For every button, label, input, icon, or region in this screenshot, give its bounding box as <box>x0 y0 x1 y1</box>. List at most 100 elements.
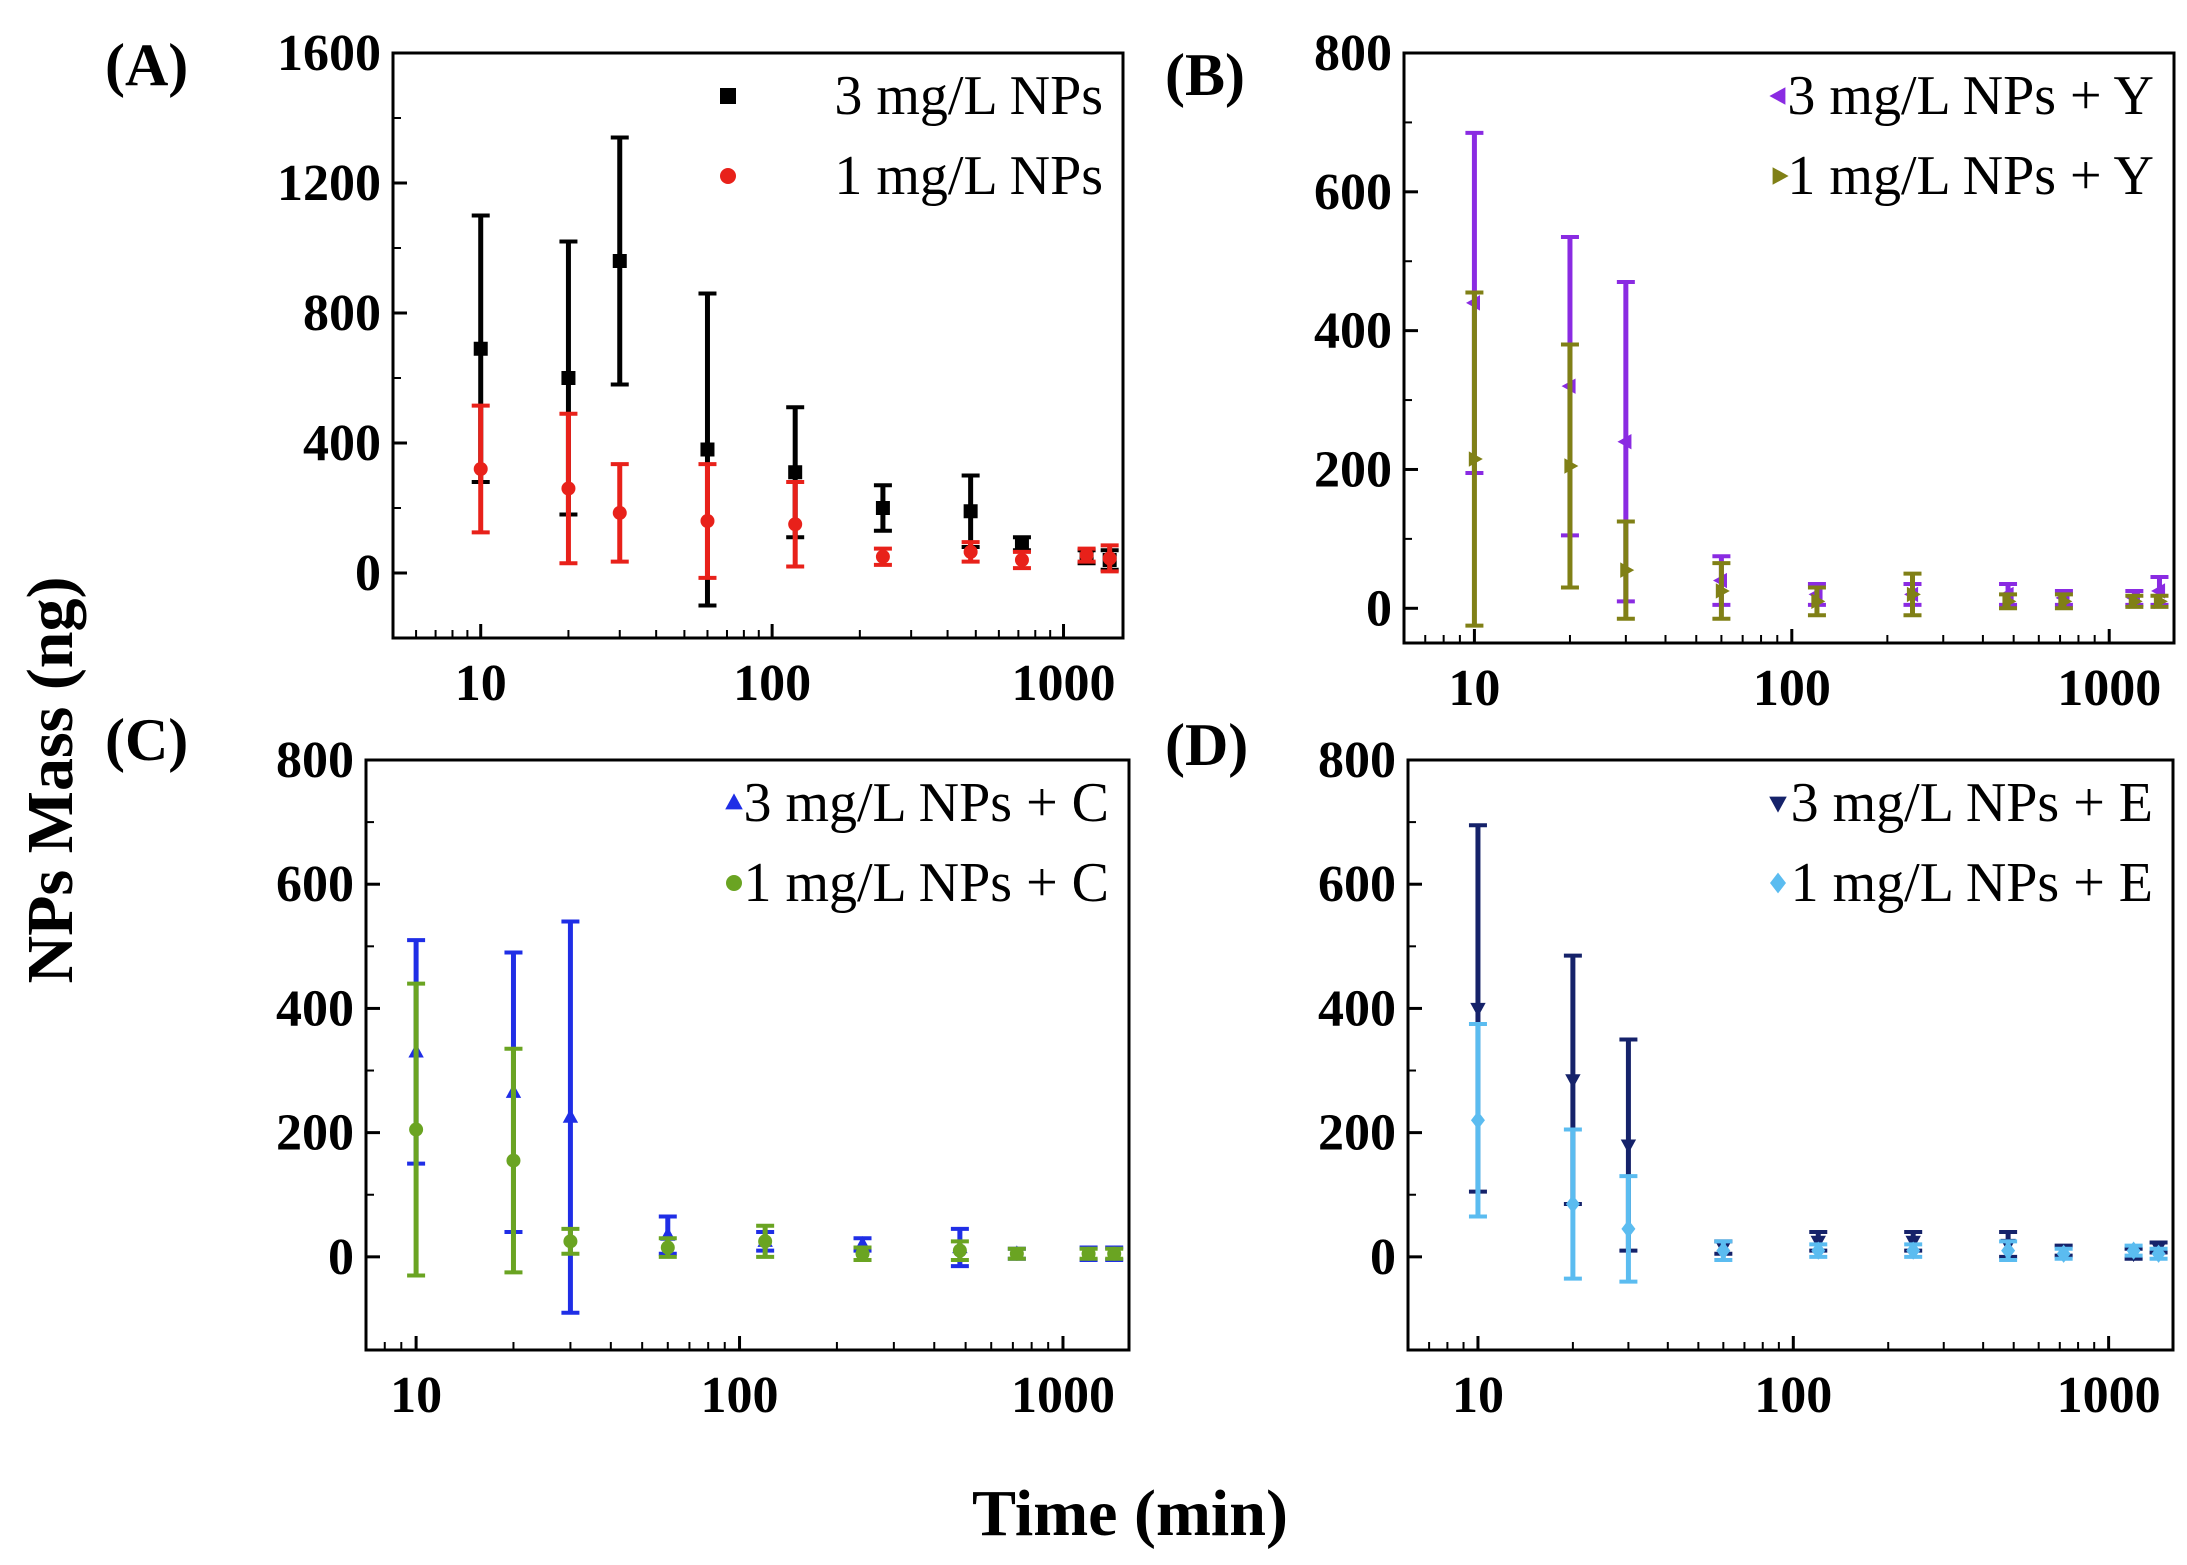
legend-marker <box>726 875 742 891</box>
data-point <box>1716 1241 1731 1260</box>
data-point <box>1811 593 1826 610</box>
data-point <box>1081 1246 1096 1261</box>
panel-c: (C) 0 200 400 600 800 10 100 1000 3 mg/L NPs + C 1… <box>105 707 1131 1424</box>
y-tick-label: 600 <box>276 856 354 913</box>
data-point <box>506 1153 521 1168</box>
legend-marker <box>1769 87 1786 105</box>
data-point <box>1565 1194 1580 1214</box>
series-c-2 <box>407 981 1124 1278</box>
panel-d: (D) 0 200 400 600 800 10 100 1000 3 mg/L NPs + E 1… <box>1165 712 2175 1424</box>
data-point <box>563 1234 578 1249</box>
panel-label-d: (D) <box>1165 712 1248 778</box>
y-tick-label: 800 <box>276 732 354 789</box>
legend-c: 3 mg/L NPs + C 1 mg/L NPs + C <box>725 772 1109 914</box>
x-tick-label: 10 <box>390 1367 442 1424</box>
legend-marker <box>1772 167 1789 185</box>
data-point <box>2001 1241 2016 1260</box>
legend-b: 3 mg/L NPs + Y 1 mg/L NPs + Y <box>1769 65 2154 207</box>
data-point <box>963 544 978 559</box>
panel-b: (B) 0 200 400 600 800 10 100 1000 3 mg/L NPs + Y 1… <box>1165 25 2176 717</box>
data-point <box>788 465 803 480</box>
y-tick-label: 0 <box>1370 1229 1396 1286</box>
data-point <box>1014 553 1029 567</box>
x-tick-label: 10 <box>455 655 507 712</box>
data-point <box>788 517 803 532</box>
legend-label: 1 mg/L NPs <box>834 145 1103 207</box>
legend-marker <box>725 793 743 810</box>
data-point <box>1107 1246 1122 1261</box>
data-point <box>2002 593 2017 610</box>
x-tick-label: 1000 <box>1012 655 1116 712</box>
series-d-2 <box>1468 1021 2168 1284</box>
legend-marker <box>720 168 736 184</box>
data-point <box>2151 1244 2166 1263</box>
data-point <box>612 505 627 520</box>
y-tick-label: 200 <box>1318 1105 1396 1162</box>
plot-frame-d <box>1406 758 2175 1352</box>
data-point <box>1079 548 1094 563</box>
y-tick-label: 0 <box>1366 580 1392 637</box>
data-point <box>1621 1219 1636 1238</box>
data-point <box>1470 1111 1485 1130</box>
data-point <box>875 549 890 564</box>
data-point <box>1620 1139 1637 1154</box>
plot-frame-c <box>364 758 1131 1352</box>
y-tick-label: 800 <box>1318 732 1396 789</box>
data-point <box>2126 1241 2141 1260</box>
x-tick-label: 100 <box>701 1367 779 1424</box>
y-tick-label: 400 <box>276 980 354 1037</box>
data-point <box>473 462 488 476</box>
data-point <box>1565 1074 1581 1089</box>
data-point <box>562 1108 579 1123</box>
x-tick-label: 100 <box>1754 1367 1832 1424</box>
data-point <box>1906 1241 1921 1260</box>
panel-label-a: (A) <box>105 32 188 98</box>
data-point <box>1906 586 1921 603</box>
legend-marker <box>1769 796 1787 813</box>
data-point <box>2128 593 2143 610</box>
x-tick-label: 1000 <box>2057 660 2161 717</box>
data-point <box>1102 551 1117 566</box>
series-b-2 <box>1465 290 2169 628</box>
data-point <box>561 481 576 496</box>
x-tick-label: 1000 <box>1011 1367 1115 1424</box>
data-point <box>963 504 978 519</box>
y-tick-label: 1600 <box>277 25 381 82</box>
y-tick-label: 0 <box>328 1229 354 1286</box>
series-a-2 <box>471 403 1119 580</box>
data-point <box>758 1234 773 1249</box>
data-point <box>1617 434 1632 450</box>
x-tick-label: 10 <box>1448 660 1500 717</box>
panel-label-b: (B) <box>1165 42 1245 108</box>
data-point <box>409 1122 424 1137</box>
data-point <box>855 1246 870 1261</box>
legend-label: 3 mg/L NPs + Y <box>1787 65 2154 127</box>
data-point <box>1009 1246 1024 1261</box>
data-point <box>2058 593 2073 610</box>
data-point <box>700 514 715 528</box>
legend-label: 1 mg/L NPs + C <box>743 852 1109 914</box>
legend-label: 3 mg/L NPs + C <box>743 772 1109 834</box>
panel-label-c: (C) <box>105 707 188 773</box>
y-tick-label: 200 <box>1314 441 1392 498</box>
data-point <box>875 501 890 515</box>
y-tick-label: 0 <box>355 545 381 602</box>
data-point <box>1470 1002 1486 1017</box>
data-point <box>1715 583 1730 599</box>
data-point <box>700 442 715 457</box>
y-tick-label: 800 <box>1314 25 1392 82</box>
legend-label: 3 mg/L NPs + E <box>1791 772 2153 834</box>
data-point <box>1811 1241 1826 1260</box>
legend-d: 3 mg/L NPs + E 1 mg/L NPs + E <box>1769 772 2153 914</box>
data-point <box>660 1240 675 1255</box>
data-point <box>1014 536 1029 551</box>
y-tick-label: 400 <box>1318 980 1396 1037</box>
y-axis-title: NPs Mass (ng) <box>14 577 87 984</box>
x-axis-title: Time (min) <box>972 1477 1288 1550</box>
legend-label: 1 mg/L NPs + Y <box>1787 145 2154 207</box>
x-tick-label: 100 <box>733 655 811 712</box>
legend-marker <box>720 88 736 104</box>
data-point <box>2056 1244 2071 1263</box>
y-tick-label: 600 <box>1318 856 1396 913</box>
